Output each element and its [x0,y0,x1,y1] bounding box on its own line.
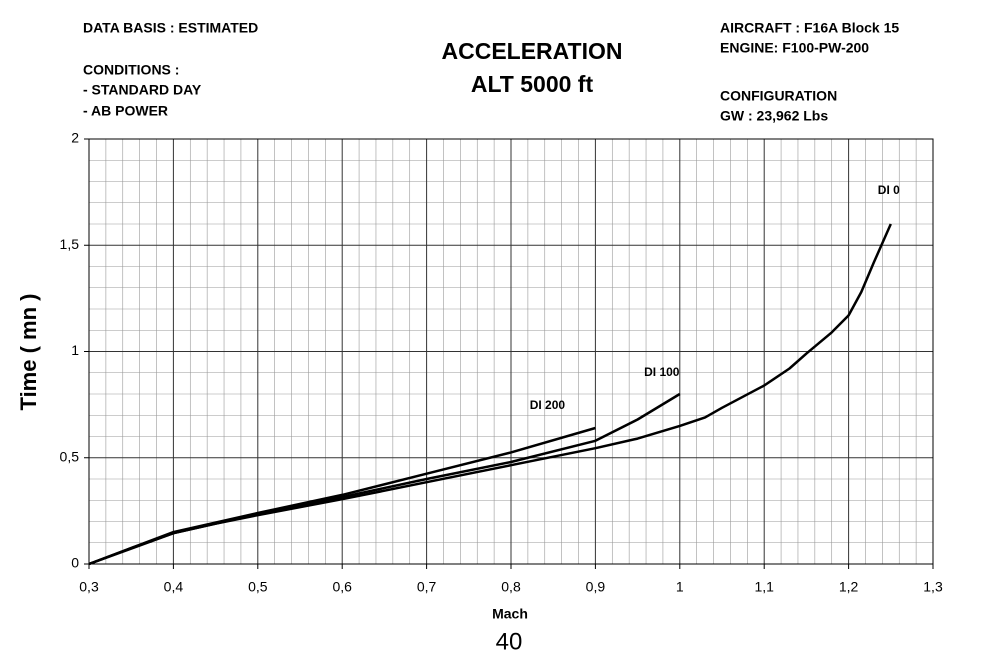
x-tick-label: 1,2 [839,579,859,595]
x-tick-label: 0,5 [248,579,268,595]
note: - AB POWER [83,103,168,119]
plot-border [88,138,934,565]
series-label: DI 200 [530,398,566,412]
x-tick-label: 1,3 [923,579,943,595]
x-tick-label: 0,6 [332,579,352,595]
line [88,426,596,566]
x-tick-label: 0,3 [79,579,99,595]
series-label: DI 0 [878,183,900,197]
note: DATA BASIS : ESTIMATED [83,20,258,36]
note: CONFIGURATION [720,88,837,104]
chart-subtitle: ALT 5000 ft [471,71,594,97]
y-axis-label: Time ( mn ) [16,294,41,411]
series-label: DI 100 [644,365,680,379]
chart-title: ACCELERATION [441,38,622,64]
y-tick-label: 1,5 [60,236,80,252]
y-tick-label: 2 [71,130,79,146]
note: GW : 23,962 Lbs [720,108,828,124]
note: ENGINE: F100-PW-200 [720,40,869,56]
y-tick-label: 1 [71,342,79,358]
x-tick-label: 1 [676,579,684,595]
x-tick-label: 1,1 [754,579,774,595]
x-axis-label: Mach [492,606,528,622]
page-number: 40 [496,628,523,655]
x-tick-label: 0,8 [501,579,521,595]
x-tick-label: 0,7 [417,579,437,595]
note: AIRCRAFT : F16A Block 15 [720,20,899,36]
x-tick-label: 0,9 [586,579,606,595]
y-tick-label: 0,5 [60,448,80,464]
y-tick-label: 0 [71,555,79,571]
note: CONDITIONS : [83,62,179,78]
note: - STANDARD DAY [83,82,202,98]
x-tick-label: 0,4 [164,579,184,595]
